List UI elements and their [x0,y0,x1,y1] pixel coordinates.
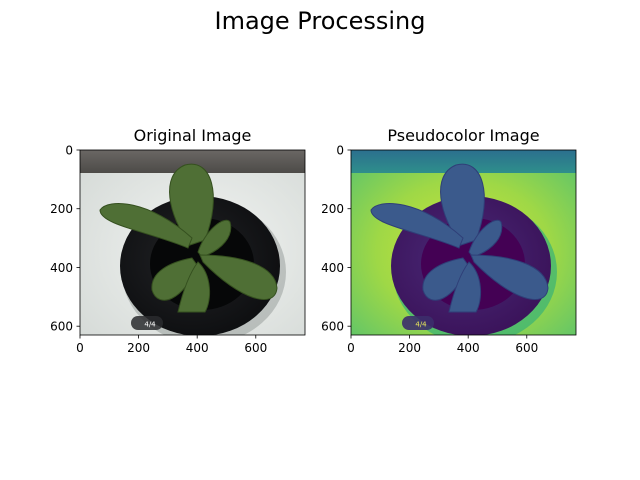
original-image-raster: 4/4 [80,150,305,335]
plant [370,163,549,313]
leaf [199,254,278,300]
leaf [440,163,485,246]
x-tick-label: 400 [457,341,480,355]
x-tick-label: 200 [127,341,150,355]
axes-frame [79,149,306,336]
y-tick-label: 0 [336,144,344,158]
panel-pseudocolor-image: Pseudocolor Image 4/4 0 200 400 60002004006… [321,126,577,356]
y-tick-label: 600 [321,320,344,334]
leaf [468,219,503,258]
photo-wall [351,150,576,173]
plant [99,163,278,313]
pseudocolor-image-raster: 4/4 [351,150,576,335]
badge [402,316,434,330]
leaf [197,219,232,258]
x-tick-label: 0 [347,341,355,355]
leaf [448,261,482,313]
badge-text: 4/4 [144,321,156,329]
leaf [470,254,549,300]
leaf [99,203,193,249]
x-tick-label: 600 [515,341,538,355]
panel-title: Pseudocolor Image [387,126,539,145]
badge [131,316,163,330]
y-tick-label: 600 [50,320,73,334]
x-tick-label: 400 [186,341,209,355]
leaf [169,163,214,246]
y-tick-label: 400 [321,261,344,275]
photo-wall [80,150,305,173]
panel-title: Original Image [134,126,252,145]
leaf [177,261,211,313]
axes-frame [350,149,577,336]
figure-title: Image Processing [215,7,426,35]
x-tick-label: 0 [76,341,84,355]
leaf [370,203,464,249]
y-tick-label: 0 [65,144,73,158]
y-tick-label: 200 [321,202,344,216]
y-tick-label: 200 [50,202,73,216]
x-tick-label: 600 [244,341,267,355]
badge-text: 4/4 [415,321,427,329]
x-tick-label: 200 [398,341,421,355]
y-tick-label: 400 [50,261,73,275]
